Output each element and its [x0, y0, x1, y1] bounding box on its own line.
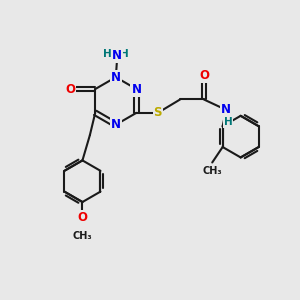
Text: N: N: [131, 82, 141, 96]
Text: CH₃: CH₃: [73, 231, 92, 241]
Text: O: O: [65, 82, 75, 96]
Text: H: H: [120, 49, 129, 59]
Text: O: O: [77, 211, 87, 224]
Text: N: N: [111, 118, 121, 131]
Text: H: H: [103, 49, 112, 59]
Text: N: N: [221, 103, 231, 116]
Text: H: H: [224, 117, 233, 128]
Text: S: S: [154, 106, 162, 119]
Text: N: N: [111, 71, 121, 84]
Text: N: N: [112, 49, 122, 62]
Text: O: O: [199, 69, 209, 82]
Text: CH₃: CH₃: [202, 166, 222, 176]
